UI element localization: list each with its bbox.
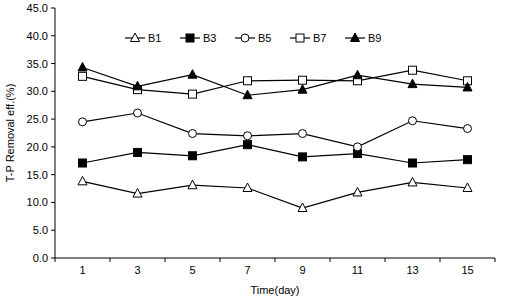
legend-label: B3 (203, 32, 216, 44)
data-point (353, 70, 362, 79)
data-point (464, 125, 472, 133)
y-tick-label: 15.0 (27, 169, 48, 181)
y-tick-label: 5.0 (33, 224, 48, 236)
y-tick-label: 30.0 (27, 85, 48, 97)
x-tick (55, 258, 56, 262)
data-point (244, 132, 252, 140)
y-tick (51, 202, 55, 203)
y-tick (51, 146, 55, 147)
y-tick (51, 258, 55, 259)
x-tick-label: 1 (79, 264, 85, 276)
data-point (464, 156, 472, 164)
legend-label: B5 (258, 32, 271, 44)
legend-label: B9 (368, 32, 381, 44)
x-tick (330, 258, 331, 262)
x-tick (440, 258, 441, 262)
chart: 0.05.010.015.020.025.030.035.040.045.013… (0, 0, 507, 304)
x-tick-label: 5 (189, 264, 195, 276)
data-point (244, 77, 252, 85)
x-tick (110, 258, 111, 262)
y-tick (51, 230, 55, 231)
y-tick (51, 63, 55, 64)
y-axis-title: T-P Removal eff.(%) (4, 84, 16, 183)
y-tick-label: 10.0 (27, 196, 48, 208)
data-point (79, 159, 87, 167)
data-point (189, 130, 197, 138)
x-tick-label: 15 (461, 264, 473, 276)
legend-marker (131, 33, 140, 42)
data-point (243, 183, 252, 192)
x-axis-title: Time(day) (250, 284, 299, 296)
x-tick (220, 258, 221, 262)
x-tick (275, 258, 276, 262)
data-point (133, 81, 142, 90)
data-point (134, 109, 142, 117)
legend-marker (351, 33, 360, 42)
y-tick (51, 35, 55, 36)
data-point (298, 85, 307, 94)
y-tick-label: 45.0 (27, 2, 48, 14)
y-tick-label: 40.0 (27, 30, 48, 42)
y-tick-label: 35.0 (27, 58, 48, 70)
legend-marker (186, 34, 194, 42)
y-tick-label: 0.0 (33, 252, 48, 264)
data-point (354, 143, 362, 151)
data-point (353, 187, 362, 196)
data-point (463, 82, 472, 91)
data-point (78, 62, 87, 71)
data-point (134, 148, 142, 156)
legend-label: B7 (313, 32, 326, 44)
data-point (79, 72, 87, 80)
data-point (244, 141, 252, 149)
y-tick (51, 174, 55, 175)
data-point (79, 118, 87, 126)
data-point (188, 180, 197, 189)
data-point (243, 90, 252, 99)
x-tick-label: 11 (352, 264, 363, 276)
legend-marker (296, 34, 304, 42)
y-axis (55, 8, 56, 258)
x-tick (165, 258, 166, 262)
data-point (299, 76, 307, 84)
data-point (299, 130, 307, 138)
legend: B1 B3 B5 B7 B9 (125, 32, 381, 44)
data-point (133, 189, 142, 198)
data-point (78, 176, 87, 185)
data-point (463, 183, 472, 192)
series-line (83, 113, 468, 147)
y-tick-label: 20.0 (27, 141, 48, 153)
data-point (408, 177, 417, 186)
y-tick-label: 25.0 (27, 113, 48, 125)
y-tick (51, 8, 55, 9)
data-point (409, 66, 417, 74)
data-point (298, 203, 307, 212)
data-point (409, 159, 417, 167)
data-point (188, 70, 197, 79)
data-point (299, 153, 307, 161)
legend-label: B1 (148, 32, 161, 44)
x-tick-label: 13 (406, 264, 418, 276)
plot-area (78, 62, 472, 211)
data-point (408, 79, 417, 88)
x-tick-label: 7 (244, 264, 250, 276)
y-tick (51, 119, 55, 120)
data-point (409, 117, 417, 125)
legend-marker (241, 34, 249, 42)
x-tick-label: 3 (134, 264, 140, 276)
x-tick (495, 258, 496, 262)
x-tick-label: 9 (299, 264, 305, 276)
data-point (189, 90, 197, 98)
x-tick (385, 258, 386, 262)
y-tick (51, 91, 55, 92)
data-point (189, 152, 197, 160)
series-line (83, 67, 468, 95)
